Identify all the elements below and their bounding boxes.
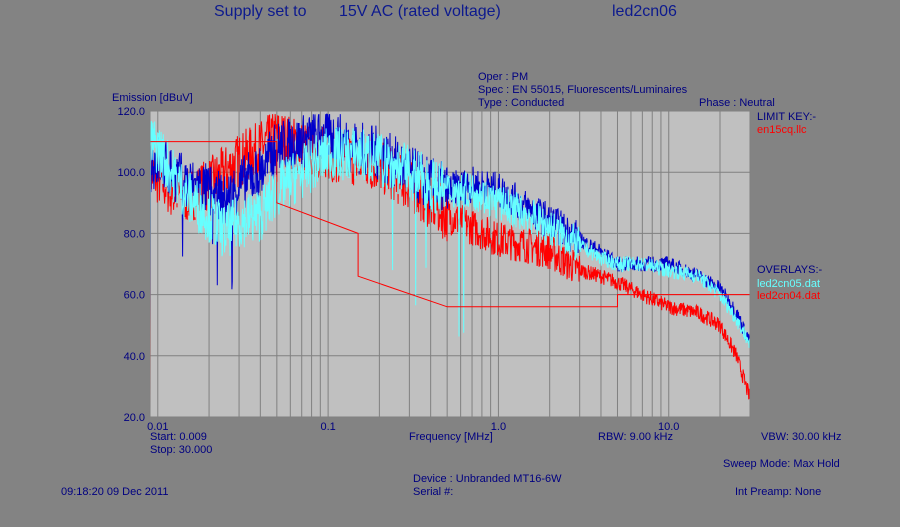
- overlay-1-label: led2cn05.dat: [757, 278, 820, 290]
- timestamp: 09:18:20 09 Dec 2011: [61, 486, 169, 498]
- file-name-title: led2cn06: [612, 3, 677, 20]
- y-tick-label: 60.0: [124, 290, 145, 302]
- preamp-text: Int Preamp: None: [735, 486, 822, 498]
- x-tick-label: 1.0: [491, 421, 506, 433]
- x-axis-label: Frequency [MHz]: [409, 431, 493, 443]
- y-tick-label: 120.0: [117, 106, 145, 118]
- x-tick-label: 10.0: [658, 421, 679, 433]
- x-tick-label: 0.1: [320, 421, 335, 433]
- rbw-text: RBW: 9.00 kHz: [598, 431, 673, 443]
- oper-text: Oper : PM: [478, 71, 529, 83]
- trace-led2cn05-dat: [149, 121, 751, 348]
- sweep-mode-text: Sweep Mode: Max Hold: [723, 458, 840, 470]
- vbw-text: VBW: 30.00 kHz: [761, 431, 842, 443]
- limit-trace: [150, 141, 750, 308]
- overlays-title: OVERLAYS:-: [757, 264, 823, 276]
- y-tick-label: 40.0: [124, 351, 145, 363]
- limit-key-title: LIMIT KEY:-: [757, 111, 817, 123]
- stop-freq: Stop: 30.000: [150, 444, 213, 456]
- start-freq: Start: 0.009: [150, 431, 207, 443]
- x-tick-label: 0.01: [147, 421, 168, 433]
- supply-value: 15V AC (rated voltage): [339, 3, 501, 20]
- limit-file: en15cq.llc: [757, 124, 807, 136]
- phase-text: Phase : Neutral: [699, 97, 775, 109]
- plot-frame: [149, 110, 751, 418]
- traces: [149, 113, 751, 414]
- y-tick-label: 100.0: [117, 167, 145, 179]
- limit-line: [150, 141, 750, 308]
- device-text: Device : Unbranded MT16-6W: [413, 473, 562, 485]
- spec-text: Spec : EN 55015, Fluorescents/Luminaires: [478, 84, 688, 96]
- overlay-2-label: led2cn04.dat: [757, 290, 820, 302]
- y-tick-label: 80.0: [124, 228, 145, 240]
- type-text: Type : Conducted: [478, 97, 565, 109]
- serial-text: Serial #:: [413, 486, 454, 498]
- tick-labels: 20.0 40.0 60.0 80.0 100.0 120.0 0.01 0.1 1.0 10.0: [117, 106, 679, 433]
- y-tick-label: 20.0: [124, 412, 145, 424]
- trace-led2cn04-dat: [149, 114, 751, 414]
- y-axis-label: Emission [dBuV]: [112, 92, 193, 104]
- supply-label: Supply set to: [214, 3, 307, 20]
